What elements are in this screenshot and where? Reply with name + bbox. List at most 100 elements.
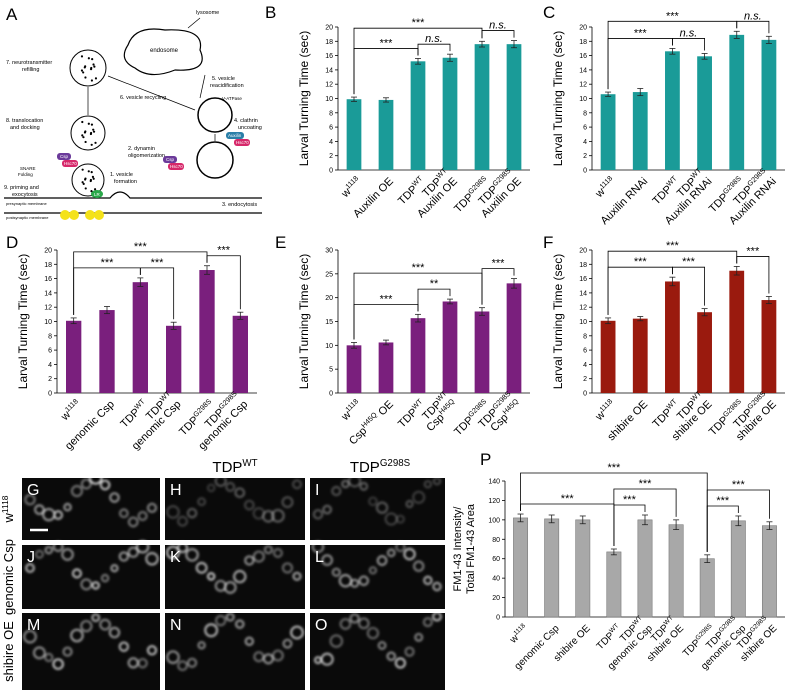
label: 1. vesicle bbox=[110, 172, 133, 178]
bouton bbox=[44, 652, 54, 662]
text-part: genomic Csp bbox=[1, 539, 16, 615]
bouton bbox=[166, 650, 180, 664]
bouton bbox=[432, 611, 442, 622]
bouton bbox=[187, 657, 198, 668]
arrow bbox=[199, 74, 206, 99]
bouton bbox=[80, 578, 93, 591]
y-tick-label: 20 bbox=[44, 248, 52, 255]
label: uncoating bbox=[238, 125, 262, 131]
error-bar bbox=[237, 311, 244, 320]
bouton bbox=[432, 477, 442, 486]
neurotransmitter bbox=[84, 76, 87, 79]
bouton bbox=[136, 540, 150, 554]
bouton bbox=[348, 474, 362, 488]
error-bar bbox=[669, 48, 676, 55]
label: w1118 bbox=[0, 495, 16, 523]
micrograph-texture bbox=[166, 542, 302, 594]
bouton bbox=[195, 562, 208, 574]
y-tick-label: 0 bbox=[496, 615, 500, 622]
bouton bbox=[432, 581, 442, 592]
y-axis-label: Total FM1-43 Area bbox=[465, 503, 477, 594]
bouton bbox=[321, 554, 333, 566]
y-tick-label: 18 bbox=[579, 39, 587, 46]
superscript: WT bbox=[242, 458, 257, 469]
receptor bbox=[94, 210, 104, 220]
chart: E 0 5 10 15 20 25 30 Larval Turning Time (sec) w1… bbox=[275, 233, 530, 447]
panel-letter: N bbox=[170, 617, 182, 634]
bouton bbox=[252, 550, 265, 563]
bouton bbox=[99, 618, 111, 631]
error-bar bbox=[605, 317, 612, 325]
bouton bbox=[395, 541, 406, 552]
label: genomic Csp bbox=[1, 539, 16, 615]
bar bbox=[410, 318, 426, 393]
bar bbox=[729, 270, 745, 393]
bouton bbox=[311, 540, 325, 553]
bouton bbox=[99, 479, 111, 491]
y-tick-label: 14 bbox=[579, 67, 587, 74]
neurotransmitter bbox=[82, 136, 85, 139]
bouton bbox=[197, 641, 206, 650]
neurotransmitter bbox=[90, 170, 93, 174]
bouton bbox=[118, 551, 129, 562]
neurotransmitter bbox=[80, 69, 84, 72]
bar bbox=[600, 94, 616, 170]
bouton bbox=[91, 613, 100, 622]
label: w1118 bbox=[338, 397, 364, 423]
y-tick-label: 18 bbox=[325, 39, 333, 46]
y-tick-label: 14 bbox=[44, 290, 52, 297]
significance-bracket bbox=[672, 38, 705, 51]
significance-label: *** bbox=[134, 241, 148, 253]
bouton bbox=[61, 548, 74, 561]
superscript: 1118 bbox=[64, 397, 80, 413]
y-tick-label: 2 bbox=[583, 153, 587, 160]
label: 2. dynamin bbox=[128, 146, 155, 152]
bar bbox=[166, 325, 182, 393]
vesicle bbox=[197, 97, 233, 133]
y-axis-label: Larval Turning Time (sec) bbox=[297, 31, 311, 166]
bouton bbox=[53, 510, 63, 520]
label: w1118 bbox=[338, 174, 364, 200]
bouton bbox=[331, 567, 341, 577]
label: LR bbox=[94, 192, 101, 197]
neurotransmitter bbox=[87, 57, 90, 60]
endosome bbox=[123, 28, 203, 76]
bouton bbox=[331, 486, 342, 496]
bar bbox=[606, 551, 622, 618]
bar bbox=[637, 519, 653, 618]
neurotransmitter bbox=[90, 79, 94, 82]
y-tick-label: 0 bbox=[329, 168, 333, 175]
bouton bbox=[204, 623, 218, 638]
bouton bbox=[423, 575, 433, 585]
significance-label: *** bbox=[732, 479, 746, 491]
micrograph-texture bbox=[23, 613, 158, 670]
y-tick-label: 16 bbox=[44, 276, 52, 283]
significance-bracket bbox=[417, 288, 451, 312]
bar bbox=[474, 311, 490, 393]
significance-label: n.s. bbox=[744, 10, 762, 22]
bouton bbox=[387, 548, 396, 558]
bouton bbox=[127, 516, 139, 528]
panel-letter: H bbox=[170, 482, 182, 499]
bouton bbox=[414, 632, 424, 642]
bar bbox=[761, 39, 777, 171]
neurotransmitter bbox=[84, 65, 87, 68]
bar bbox=[378, 342, 394, 393]
bar bbox=[232, 315, 248, 393]
micrograph bbox=[310, 545, 445, 609]
micrograph-texture bbox=[312, 474, 442, 526]
bouton bbox=[376, 501, 389, 514]
y-tick-label: 15 bbox=[325, 319, 333, 326]
bouton bbox=[262, 510, 275, 523]
label: and docking bbox=[10, 125, 40, 131]
bouton bbox=[290, 625, 304, 640]
y-tick-label: 8 bbox=[583, 110, 587, 117]
bouton bbox=[100, 574, 110, 583]
label: SNARE bbox=[20, 166, 36, 171]
bar bbox=[346, 99, 362, 170]
label: 8. translocation bbox=[6, 118, 43, 124]
y-tick-label: 80 bbox=[492, 537, 500, 544]
error-bar bbox=[548, 514, 555, 524]
